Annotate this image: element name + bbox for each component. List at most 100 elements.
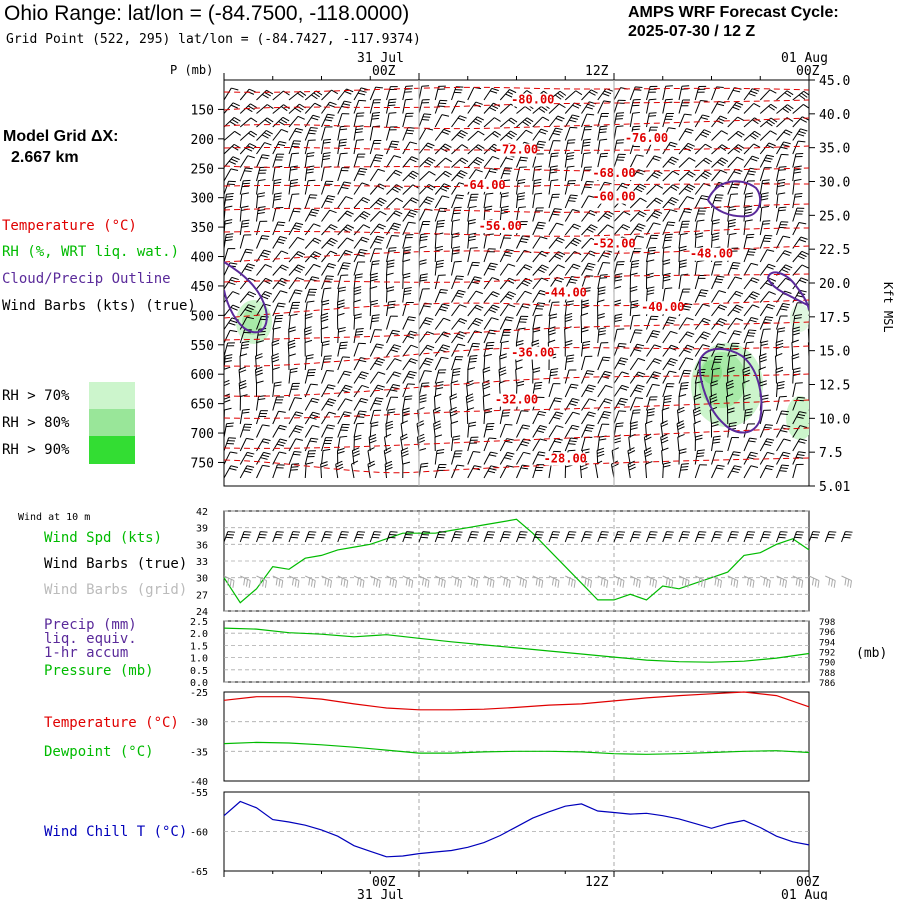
wind-barb-staff: [516, 180, 519, 195]
wind-barb-staff: [792, 464, 797, 479]
wind-barb-feather: [322, 340, 330, 344]
wind-barb-feather: [406, 376, 414, 379]
wind-barb-feather: [489, 107, 497, 112]
wind-barb-feather: [424, 579, 427, 587]
isotherm-label: -36.00: [511, 346, 554, 360]
isotherm-label: -44.00: [544, 286, 587, 300]
wind-barb-staff: [304, 438, 312, 452]
wind-barb-feather: [425, 347, 433, 351]
wind-barb-staff: [597, 224, 608, 236]
wind-barb-staff: [613, 249, 621, 263]
wind-barb-feather: [407, 214, 415, 218]
wind-barb-feather: [565, 315, 573, 319]
wind-barb-staff: [467, 101, 477, 114]
wind-barb-feather: [648, 249, 656, 252]
wind-barb-feather: [615, 118, 623, 120]
wind-barb-feather: [330, 224, 338, 229]
wind-barb-staff: [516, 194, 519, 209]
wind-barb-feather: [508, 119, 515, 125]
pressure-tick-label: 650: [191, 398, 214, 413]
wind-barb-staff: [662, 463, 664, 479]
wind-barb-feather: [460, 170, 468, 175]
wind-barb-staff: [402, 113, 407, 128]
wind-barb-staff: [759, 465, 768, 479]
wind-barb-feather: [716, 86, 724, 89]
isotherm-line: [224, 399, 809, 419]
wind-barb-staff: [759, 154, 768, 168]
wind-barb-feather: [419, 238, 428, 242]
wind-barb-feather: [240, 394, 248, 397]
wind-barb-feather: [752, 304, 760, 309]
wind-barb-feather: [745, 408, 753, 411]
wind-barb-feather: [737, 130, 745, 136]
wind-barb-feather: [452, 370, 461, 374]
forecast-cycle-value: 2025-07-30 / 12 Z: [628, 23, 756, 40]
wind-barb-feather: [630, 421, 638, 424]
wind-barb-staff: [369, 154, 377, 168]
wind-barb-feather: [533, 181, 542, 185]
wind-barb-feather: [226, 422, 234, 425]
wind-barb-feather: [337, 447, 345, 451]
wind-barb-staff: [239, 130, 252, 141]
wind-barb-staff: [353, 343, 360, 357]
wind-barb-feather: [746, 578, 750, 586]
wind-barb-staff: [272, 290, 281, 303]
wind-barb-staff: [304, 251, 315, 263]
wind-barb-feather: [410, 172, 418, 178]
isotherm-label: -80.00: [511, 93, 554, 107]
wind-barb-staff: [451, 304, 461, 317]
wind-barb-feather: [796, 133, 805, 137]
wind-barb-feather: [246, 465, 255, 468]
wind-barb-feather: [272, 342, 280, 346]
wind-barb-feather: [794, 165, 802, 168]
wind-barb-staff: [711, 101, 719, 114]
wind-barb-staff: [792, 369, 794, 384]
wind-barb-feather: [715, 531, 723, 533]
wind-barb-feather: [245, 579, 249, 587]
wind-barb-feather: [630, 424, 638, 427]
wind-barb-staff: [256, 221, 261, 236]
wind-barb-staff: [776, 250, 786, 263]
wind-barb-feather: [570, 194, 578, 197]
wind-barb-feather: [662, 259, 671, 262]
wind-barb-feather: [782, 302, 790, 306]
wind-barb-staff: [532, 180, 535, 195]
wind-barb-feather: [294, 579, 297, 587]
wind-barb-feather: [786, 90, 794, 96]
wind-barb-feather: [680, 468, 688, 471]
bottom-time-2: 00Z: [796, 875, 820, 890]
wind-barb-staff: [564, 209, 573, 222]
cloud-outline-lower-right: [698, 348, 763, 434]
wind-barb-staff: [548, 237, 559, 249]
wind-barb-feather: [327, 104, 335, 108]
wind-barb-feather: [225, 425, 234, 428]
wind-barb-feather: [390, 389, 398, 392]
wind-barb-feather: [633, 531, 642, 533]
wind-barb-feather: [589, 398, 597, 402]
wind-barb-feather: [695, 437, 703, 441]
wind-barb-feather: [296, 425, 304, 429]
wind-barb-feather: [614, 319, 622, 323]
wind-barb-feather: [324, 578, 327, 586]
wind-barb-feather: [330, 250, 338, 255]
wind-barb-staff: [662, 209, 671, 222]
wind-barb-feather: [729, 354, 737, 357]
wind-barb-staff: [776, 424, 784, 438]
wind-barb-feather: [647, 408, 655, 411]
wind-barb-feather: [685, 333, 693, 338]
wind-barb-feather: [461, 144, 469, 149]
wind-barb-feather: [532, 329, 541, 333]
wind-barb-feather: [721, 144, 729, 149]
wind-barb-feather: [355, 330, 364, 333]
wind-barb-feather: [801, 264, 809, 269]
wind-barb-feather: [358, 251, 367, 254]
wind-barb-feather: [616, 139, 625, 141]
wind-barb-feather: [410, 358, 418, 362]
wind-barb-feather: [613, 299, 622, 303]
wind-barb-feather: [342, 356, 350, 358]
wind-barb-feather: [501, 415, 510, 417]
wind-barb-staff: [776, 90, 788, 101]
wind-barb-feather: [313, 223, 321, 227]
wind-barb-feather: [590, 89, 598, 94]
wind-barb-feather: [782, 579, 785, 587]
